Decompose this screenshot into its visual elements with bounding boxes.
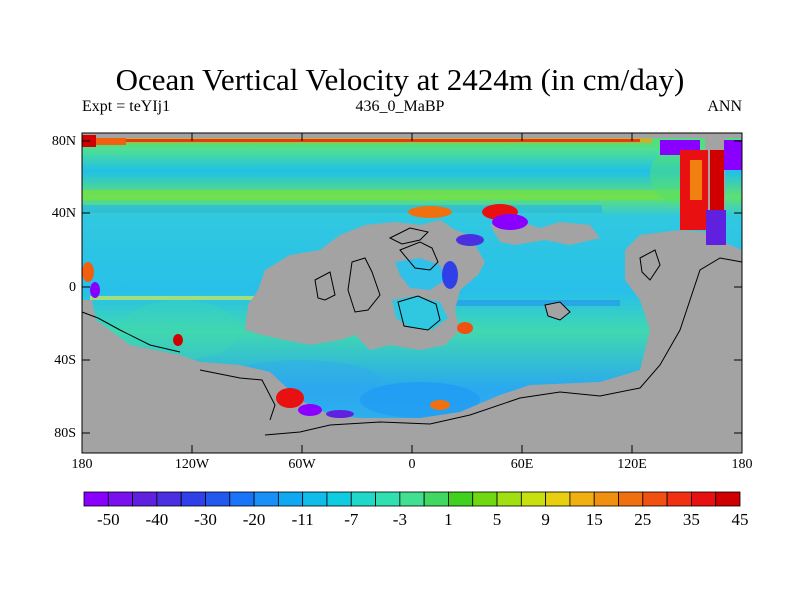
colorbar-box bbox=[83, 491, 109, 507]
colorbar-box bbox=[132, 491, 158, 507]
colorbar-label: 5 bbox=[492, 510, 502, 529]
colorbar-box bbox=[520, 491, 547, 507]
colorbar-box bbox=[253, 491, 279, 507]
lat-label-80s: 80S bbox=[54, 426, 76, 441]
coastlines bbox=[81, 227, 743, 436]
colorbar-box bbox=[107, 491, 134, 507]
lon-label-120e: 120E bbox=[617, 457, 647, 472]
colorbar-box bbox=[350, 491, 376, 507]
colorbar-label: -11 bbox=[291, 510, 314, 529]
colorbar-box bbox=[496, 491, 522, 507]
colorbar-label: -40 bbox=[145, 510, 169, 529]
lon-label-60e: 60E bbox=[510, 457, 534, 472]
colorbar-label: -50 bbox=[96, 510, 120, 529]
colorbar-box bbox=[593, 491, 619, 507]
colorbar-box bbox=[326, 491, 352, 507]
lon-label-60w: 60W bbox=[288, 457, 316, 472]
colorbar-box bbox=[302, 491, 328, 507]
colorbar-box bbox=[180, 491, 206, 507]
colorbar-box bbox=[423, 491, 449, 507]
colorbar-box bbox=[545, 491, 571, 507]
colorbar-box bbox=[399, 491, 425, 507]
lat-label-80n: 80N bbox=[51, 134, 76, 149]
period-label: 436_0_MaBP bbox=[355, 98, 445, 115]
anomaly-features bbox=[82, 135, 742, 418]
colorbar-box bbox=[472, 491, 498, 507]
map-title: Ocean Vertical Velocity at 2424m (in cm/… bbox=[115, 62, 685, 97]
colorbar-box bbox=[715, 491, 741, 507]
colorbar-label: 25 bbox=[634, 510, 652, 529]
colorbar-label: 15 bbox=[585, 510, 603, 529]
lon-label-180-left: 180 bbox=[71, 457, 93, 472]
lat-label-0: 0 bbox=[69, 280, 76, 295]
colorbar-box bbox=[691, 491, 717, 507]
colorbar-box bbox=[666, 491, 692, 507]
colorbar-box bbox=[375, 491, 401, 507]
colorbar-label: -7 bbox=[344, 510, 359, 529]
colorbar-label: -3 bbox=[392, 510, 407, 529]
colorbar-box bbox=[569, 491, 595, 507]
colorbar-label: -30 bbox=[194, 510, 217, 529]
colorbar-box bbox=[205, 491, 231, 507]
colorbar-box bbox=[229, 491, 255, 507]
axis-ticks bbox=[82, 133, 742, 453]
season-label: ANN bbox=[707, 98, 742, 115]
colorbar-label: 9 bbox=[541, 510, 550, 529]
colorbar-label: 45 bbox=[731, 510, 749, 529]
colorbar-label: 35 bbox=[682, 510, 700, 529]
colorbar-label: -20 bbox=[242, 510, 266, 529]
experiment-label: Expt = teYIj1 bbox=[82, 98, 171, 115]
colorbar-box bbox=[448, 491, 474, 507]
colorbar-box bbox=[156, 491, 182, 507]
colorbar-box bbox=[618, 491, 644, 507]
lon-label-180-right: 180 bbox=[731, 457, 753, 472]
colorbar-box bbox=[277, 491, 304, 507]
lat-label-40n: 40N bbox=[51, 206, 76, 221]
lon-label-0: 0 bbox=[408, 457, 416, 472]
colorbar-box bbox=[642, 491, 668, 507]
colorbar bbox=[83, 491, 741, 507]
lon-label-120w: 120W bbox=[174, 457, 210, 472]
lat-label-40s: 40S bbox=[54, 353, 76, 368]
colorbar-label: 1 bbox=[444, 510, 453, 529]
